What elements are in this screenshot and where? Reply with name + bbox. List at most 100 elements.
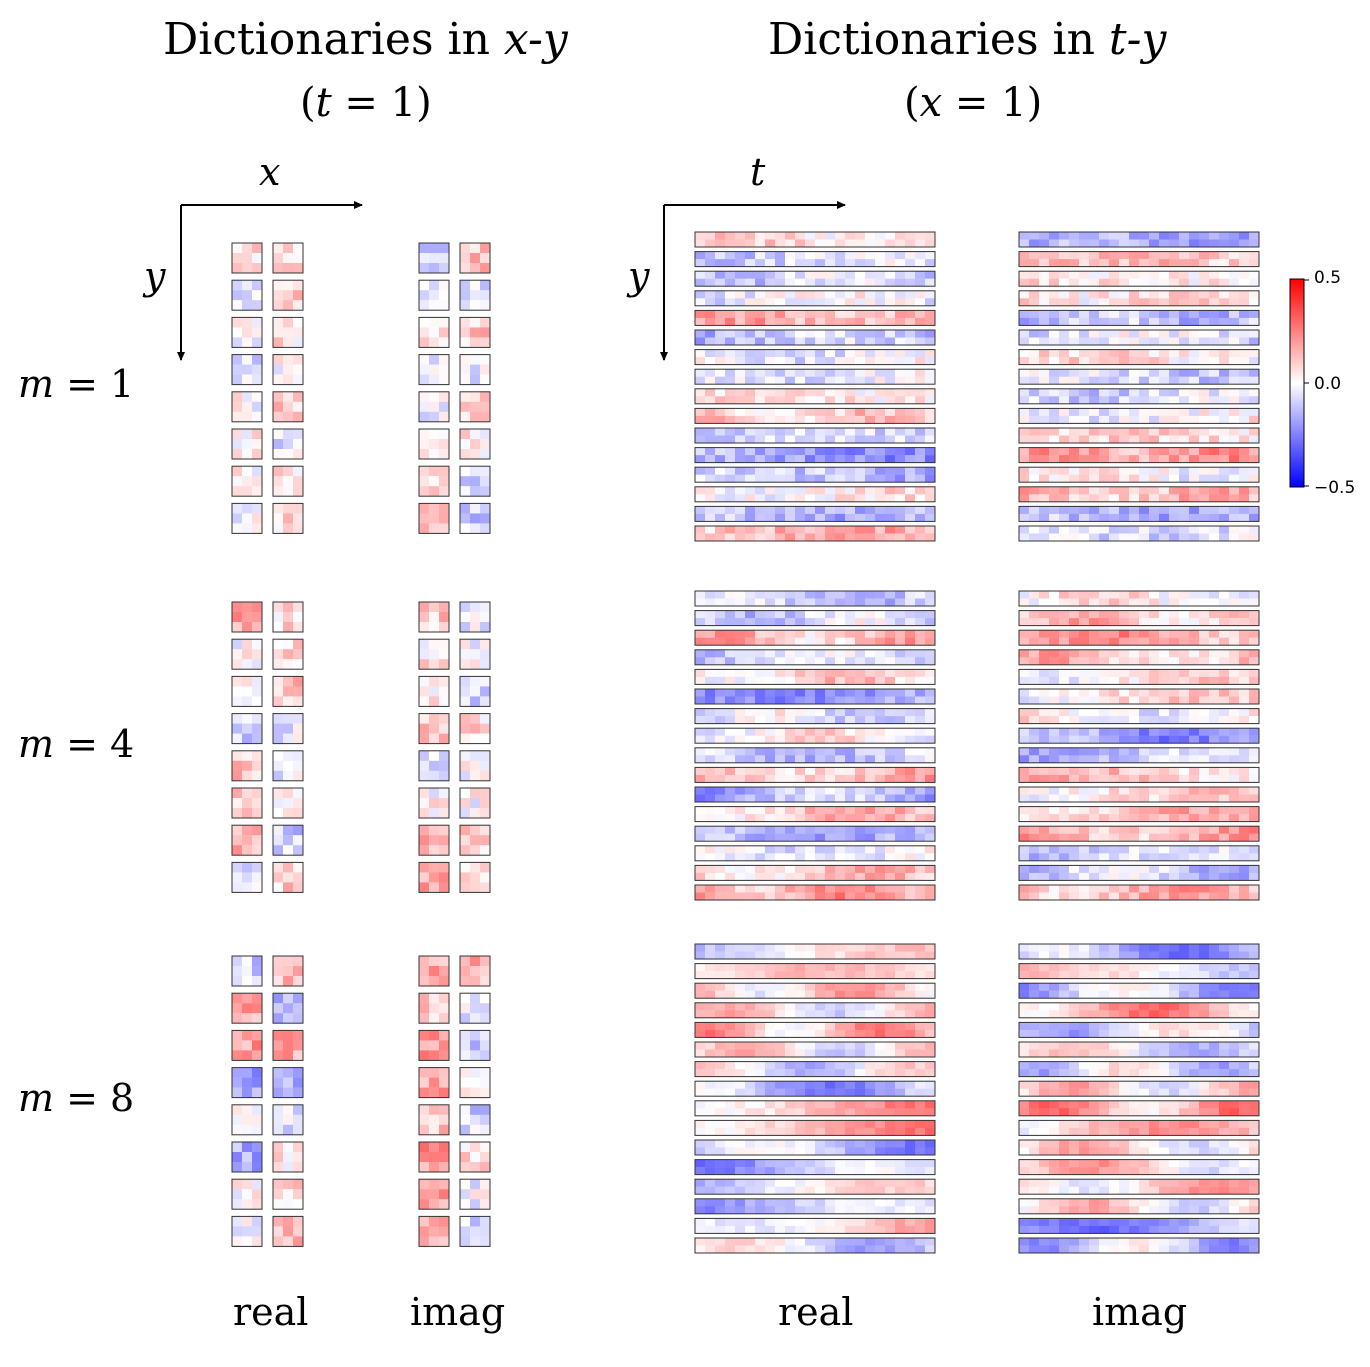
ty-strip — [1018, 708, 1260, 725]
ty-strip — [1018, 505, 1260, 522]
ty-strip — [1018, 1002, 1260, 1019]
row-label-m4-var: m — [18, 722, 55, 766]
right-axis-y-label: y — [628, 254, 650, 298]
xy-tile — [272, 391, 304, 423]
xy-tile — [459, 242, 491, 274]
xy-tile — [459, 1067, 491, 1099]
xy-tile — [272, 713, 304, 745]
ty-strip — [1018, 1021, 1260, 1038]
ty-strip — [694, 884, 936, 901]
xy-tile — [459, 1178, 491, 1210]
xy-tile — [272, 316, 304, 348]
ty-strip — [694, 1217, 936, 1234]
xy-tile — [231, 992, 263, 1024]
ty-strip — [694, 1021, 936, 1038]
ty-real-stack — [694, 943, 936, 1254]
ty-strip — [1018, 388, 1260, 405]
xy-tile — [231, 861, 263, 893]
xy-tile — [418, 638, 450, 670]
xy-tile — [272, 861, 304, 893]
ty-strip — [694, 963, 936, 980]
ty-strip — [694, 629, 936, 646]
xy-tile — [231, 1178, 263, 1210]
ty-imag-stack — [1018, 590, 1260, 901]
ty-strip — [694, 1100, 936, 1117]
xy-tile — [231, 502, 263, 534]
xy-tile — [272, 1067, 304, 1099]
ty-strip — [1018, 1198, 1260, 1215]
xy-tile — [459, 824, 491, 856]
xy-tile — [231, 316, 263, 348]
ty-real-stack — [694, 231, 936, 542]
xy-imag-grid — [418, 601, 491, 893]
xy-tile — [418, 1141, 450, 1173]
xy-tile — [272, 1104, 304, 1136]
xy-tile — [231, 750, 263, 782]
xy-tile — [231, 675, 263, 707]
ty-strip — [1018, 486, 1260, 503]
ty-strip — [1018, 629, 1260, 646]
xy-tile — [459, 1104, 491, 1136]
ty-strip — [694, 864, 936, 881]
xy-tile — [272, 1215, 304, 1247]
xy-tile — [418, 824, 450, 856]
xy-tile — [459, 1141, 491, 1173]
row-label-m1-var: m — [18, 362, 55, 406]
ty-strip — [694, 982, 936, 999]
xy-tile — [231, 391, 263, 423]
ty-strip — [694, 270, 936, 287]
ty-strip — [1018, 525, 1260, 542]
xy-tile — [459, 1215, 491, 1247]
ty-strip — [1018, 688, 1260, 705]
ty-strip — [1018, 806, 1260, 823]
col-label-ty-imag: imag — [1092, 1290, 1188, 1334]
xy-tile — [231, 1141, 263, 1173]
ty-strip — [1018, 1041, 1260, 1058]
xy-tile — [459, 502, 491, 534]
ty-strip — [694, 466, 936, 483]
ty-strip — [694, 845, 936, 862]
ty-strip — [1018, 1080, 1260, 1097]
row-label-m1-eq: = 1 — [54, 362, 135, 406]
left-sub-var: t — [315, 80, 332, 126]
xy-tile — [272, 279, 304, 311]
xy-tile — [418, 502, 450, 534]
ty-strip — [694, 825, 936, 842]
ty-strip — [1018, 747, 1260, 764]
xy-imag-grid — [418, 242, 491, 534]
xy-tile — [272, 675, 304, 707]
xy-tile — [459, 992, 491, 1024]
xy-tile — [418, 861, 450, 893]
ty-imag-stack — [1018, 943, 1260, 1254]
ty-strip — [1018, 290, 1260, 307]
xy-tile — [418, 242, 450, 274]
ty-strip — [694, 786, 936, 803]
left-sub-rest: = 1) — [331, 80, 432, 126]
ty-strip — [694, 668, 936, 685]
ty-strip — [694, 427, 936, 444]
ty-strip — [694, 1119, 936, 1136]
ty-strip — [1018, 1119, 1260, 1136]
xy-tile — [272, 428, 304, 460]
xy-tile — [272, 465, 304, 497]
xy-tile — [231, 638, 263, 670]
ty-strip — [694, 943, 936, 960]
ty-strip — [1018, 1159, 1260, 1176]
ty-strip — [1018, 727, 1260, 744]
ty-strip — [694, 766, 936, 783]
ty-strip — [1018, 329, 1260, 346]
xy-tile — [272, 601, 304, 633]
row-label-m8: m = 8 — [18, 1076, 134, 1120]
ty-strip — [694, 1159, 936, 1176]
left-axis-y-label: y — [144, 254, 166, 298]
xy-tile — [272, 824, 304, 856]
ty-strip — [1018, 1139, 1260, 1156]
xy-tile — [231, 279, 263, 311]
xy-tile — [231, 955, 263, 987]
ty-strip — [694, 290, 936, 307]
ty-strip — [1018, 1100, 1260, 1117]
ty-strip — [694, 251, 936, 268]
xy-tile — [418, 1067, 450, 1099]
right-panel-subtitle: (x = 1) — [904, 80, 1042, 126]
right-title-prefix: Dictionaries in — [768, 14, 1109, 65]
